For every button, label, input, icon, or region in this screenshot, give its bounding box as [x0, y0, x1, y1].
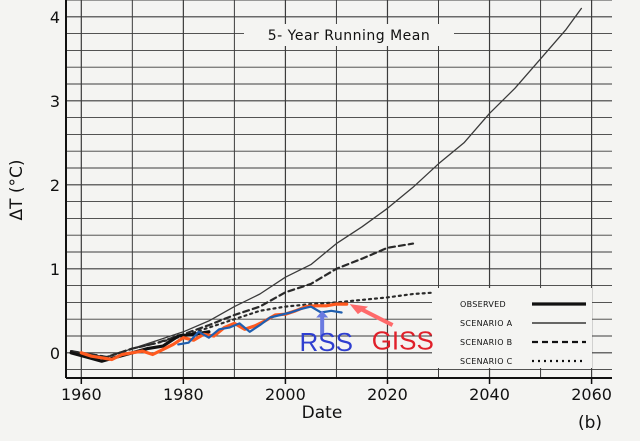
legend-label: SCENARIO C — [460, 357, 513, 366]
giss-annotation: GISS — [372, 325, 434, 355]
legend: OBSERVED SCENARIO A SCENARIO B SCENARIO C — [432, 288, 592, 368]
y-tick-label: 3 — [50, 92, 60, 111]
giss-arrow — [358, 306, 394, 327]
x-tick-label: 2020 — [367, 385, 408, 404]
x-tick-label: 2040 — [469, 385, 510, 404]
y-tick-label: 0 — [50, 344, 60, 363]
tick-labels: 1960 1980 2000 2020 2040 2060 0 1 2 3 4 — [50, 8, 612, 404]
x-axis-title: Date — [302, 403, 343, 423]
series-line-scenario-b — [70, 242, 415, 359]
axes — [65, 0, 612, 379]
x-tick-label: 1980 — [163, 385, 204, 404]
legend-label: SCENARIO A — [460, 319, 513, 328]
x-tick-label: 2060 — [571, 385, 612, 404]
y-axis-title: ΔT (°C) — [7, 159, 27, 220]
panel-label: (b) — [578, 413, 602, 433]
y-tick-label: 2 — [50, 176, 60, 195]
title-background — [244, 24, 454, 46]
y-tick-label: 1 — [50, 260, 60, 279]
series-layer — [69, 7, 583, 363]
legend-label: SCENARIO B — [460, 338, 512, 347]
x-tick-label: 1960 — [61, 385, 102, 404]
chart-title: 5- Year Running Mean — [268, 28, 430, 44]
legend-box — [432, 288, 592, 368]
annotations: RSS GISS — [300, 304, 434, 357]
legend-label: OBSERVED — [460, 300, 506, 309]
series-line-scenario-a — [70, 7, 583, 358]
series-line-scenario-c — [70, 291, 476, 359]
series-line-rss — [177, 305, 343, 346]
rss-annotation: RSS — [300, 327, 353, 357]
rss-arrow-head — [316, 310, 329, 318]
y-tick-label: 4 — [50, 8, 60, 27]
x-tick-label: 2000 — [265, 385, 306, 404]
giss-arrow-head — [349, 304, 369, 315]
